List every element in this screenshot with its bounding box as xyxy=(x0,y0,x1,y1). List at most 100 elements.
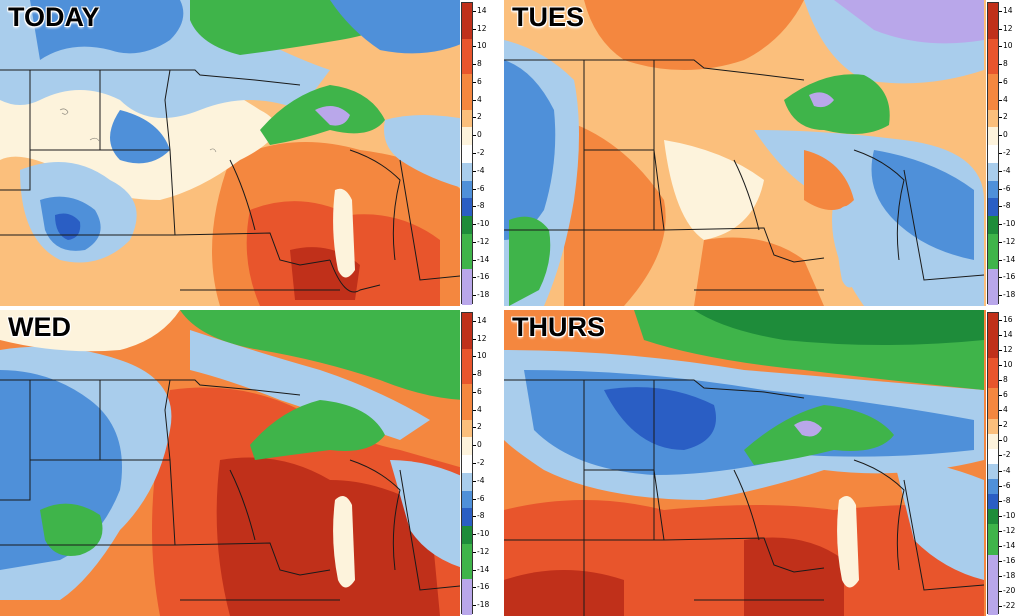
colorbar-tick xyxy=(999,591,1002,593)
colorbar-label: 4 xyxy=(1003,94,1008,104)
colorbar-segment xyxy=(988,127,998,145)
colorbar-segment xyxy=(462,543,472,562)
colorbar-label: -18 xyxy=(477,600,490,610)
colorbar: 14 12 10 8 6 4 2 0 -2 -4 -6 -8 -10 -12 -14 -16 -18 xyxy=(986,0,1024,306)
colorbar-label: -14 xyxy=(477,564,490,574)
colorbar-segment xyxy=(462,3,472,21)
colorbar-tick xyxy=(999,10,1002,12)
colorbar-label: 14 xyxy=(477,315,487,325)
colorbar-tick xyxy=(473,605,476,607)
colorbar-segment xyxy=(988,313,998,329)
colorbar-label: 14 xyxy=(1003,329,1013,339)
colorbar-label: 8 xyxy=(477,59,482,69)
colorbar-segment xyxy=(462,490,472,509)
colorbar-segment xyxy=(462,579,472,597)
colorbar-label: -4 xyxy=(477,165,485,175)
colorbar-label: -16 xyxy=(1003,272,1016,282)
colorbar-tick xyxy=(999,546,1002,548)
colorbar-label: 14 xyxy=(477,5,487,15)
colorbar-tick xyxy=(473,516,476,518)
colorbar-label: 0 xyxy=(1003,130,1008,140)
colorbar-segment xyxy=(988,269,998,287)
colorbar-tick xyxy=(999,500,1002,502)
colorbar-label: 8 xyxy=(1003,374,1008,384)
colorbar-segment xyxy=(988,251,998,270)
colorbar-tick xyxy=(473,224,476,226)
colorbar-segment xyxy=(462,384,472,402)
colorbar-label: -10 xyxy=(477,219,490,229)
colorbar-tick xyxy=(999,395,1002,397)
colorbar-segment xyxy=(462,233,472,252)
colorbar-strip xyxy=(987,2,999,305)
colorbar-label: 10 xyxy=(477,351,487,361)
colorbar-label: -14 xyxy=(1003,254,1016,264)
colorbar-segment xyxy=(462,401,472,420)
colorbar-label: 0 xyxy=(477,440,482,450)
colorbar-tick xyxy=(999,277,1002,279)
anomaly-map-thurs xyxy=(504,310,1024,616)
colorbar-label: -6 xyxy=(1003,183,1011,193)
colorbar-segment xyxy=(462,269,472,287)
colorbar-label: 4 xyxy=(477,404,482,414)
colorbar-tick xyxy=(999,440,1002,442)
colorbar-segment xyxy=(988,509,998,525)
colorbar-segment xyxy=(988,91,998,110)
colorbar-segment xyxy=(462,180,472,199)
map-panel-wed: WED 14 12 10 8 6 4 2 0 -2 -4 -6 -8 -10 -12 -14 -16 -18 xyxy=(0,310,498,616)
colorbar-tick xyxy=(473,356,476,358)
colorbar-tick xyxy=(473,99,476,101)
colorbar-segment xyxy=(462,419,472,438)
colorbar-tick xyxy=(999,259,1002,261)
colorbar: 14 12 10 8 6 4 2 0 -2 -4 -6 -8 -10 -12 -14 -16 -18 xyxy=(460,310,498,616)
colorbar-segment xyxy=(462,472,472,491)
colorbar-tick xyxy=(473,206,476,208)
colorbar-label: 12 xyxy=(1003,344,1013,354)
colorbar-tick xyxy=(473,170,476,172)
colorbar-segment xyxy=(462,198,472,216)
colorbar-label: -8 xyxy=(477,511,485,521)
colorbar-label: -12 xyxy=(477,546,490,556)
colorbar-label: -20 xyxy=(1003,586,1016,596)
colorbar-tick xyxy=(473,241,476,243)
colorbar-tick xyxy=(473,427,476,429)
colorbar-label: 10 xyxy=(1003,359,1013,369)
colorbar-tick xyxy=(999,81,1002,83)
colorbar-tick xyxy=(473,28,476,30)
colorbar-tick xyxy=(999,295,1002,297)
colorbar-segment xyxy=(988,343,998,359)
colorbar-tick xyxy=(999,224,1002,226)
colorbar-tick xyxy=(999,46,1002,48)
colorbar-tick xyxy=(999,241,1002,243)
colorbar-segment xyxy=(462,597,472,615)
panel-title: TODAY xyxy=(8,2,100,32)
colorbar-strip xyxy=(461,2,473,305)
colorbar-label: 6 xyxy=(1003,76,1008,86)
colorbar-tick xyxy=(473,338,476,340)
colorbar-label: -10 xyxy=(477,529,490,539)
colorbar-label: -8 xyxy=(1003,201,1011,211)
colorbar-segment xyxy=(988,539,998,555)
colorbar-tick xyxy=(999,349,1002,351)
colorbar-label: -16 xyxy=(477,272,490,282)
colorbar-segment xyxy=(988,524,998,540)
colorbar: 16 14 12 10 8 6 4 2 0 -2 -4 -6 -8 -10 -12 -14 -16 -18 -20 -… xyxy=(986,310,1024,616)
colorbar-tick xyxy=(999,606,1002,608)
colorbar-label: -2 xyxy=(1003,148,1011,157)
colorbar-label: 2 xyxy=(1003,112,1008,122)
colorbar-tick xyxy=(999,99,1002,101)
colorbar-segment xyxy=(462,251,472,270)
colorbar-segment xyxy=(988,463,998,480)
colorbar-segment xyxy=(462,455,472,473)
colorbar-segment xyxy=(462,437,472,455)
colorbar-label: 4 xyxy=(477,94,482,104)
colorbar-segment xyxy=(988,56,998,74)
colorbar-label: 0 xyxy=(1003,435,1008,445)
colorbar-label: -2 xyxy=(1003,450,1011,460)
colorbar-label: -16 xyxy=(477,582,490,592)
colorbar-tick xyxy=(999,470,1002,472)
colorbar-tick xyxy=(999,515,1002,517)
colorbar-tick xyxy=(473,320,476,322)
colorbar-tick xyxy=(473,551,476,553)
colorbar-label: 10 xyxy=(477,41,487,51)
colorbar-tick xyxy=(999,206,1002,208)
